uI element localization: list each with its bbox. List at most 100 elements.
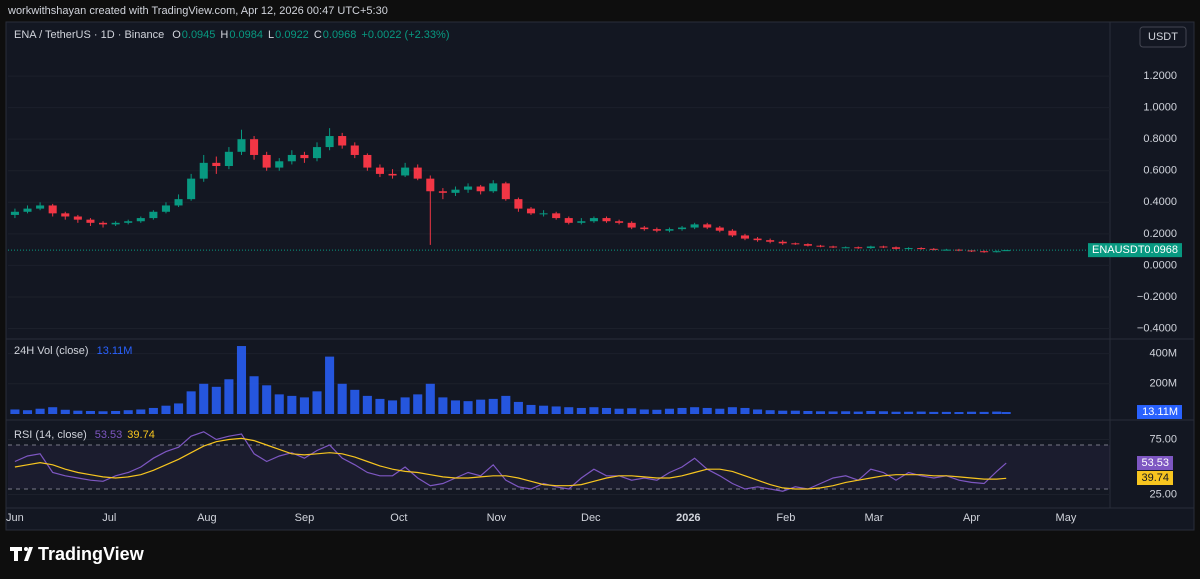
candle-body [464,186,473,190]
candle-body [86,219,95,223]
volume-bar [941,411,951,414]
candle-body [678,227,687,230]
volume-bar [790,410,800,414]
volume-bar [727,407,737,414]
legend-title: ENA / TetherUS · 1D · Binance [14,29,164,41]
volume-bar [992,411,1002,414]
volume-bar [350,389,360,414]
pane: 200M 400M 13.11M [8,346,1182,420]
legend-key: O [172,29,181,41]
candle-body [690,224,699,228]
candle-body [992,251,1001,253]
candle-body [803,244,812,246]
candle-body [526,208,536,214]
volume-bar [878,411,888,414]
candle-body [174,199,183,206]
volume-bar [601,407,612,414]
candle-body [552,213,561,219]
volume-bar [916,411,926,414]
legend-title: RSI (14, close) [14,429,87,441]
volume-bar [853,411,863,414]
volume-badge [1137,405,1182,420]
candle-body [237,139,246,152]
volume-bar [236,346,247,414]
x-tick-label: Jun [6,512,24,524]
x-tick-label: Aug [197,512,217,524]
x-tick-label: Jul [102,512,116,524]
volume-bar [677,407,687,414]
volume-bar [841,411,851,414]
volume-bar [526,404,536,414]
y-tick-label: 0.4000 [1143,196,1177,208]
candle-body [1002,250,1011,252]
legend-high: 0.0984 [229,29,263,41]
volume-bar [690,407,700,414]
candle-body [451,189,460,193]
volume-bar [337,383,347,414]
rsi-line [14,437,1007,490]
candle-body [602,218,611,222]
candle-body [879,246,888,248]
candle-body [866,246,875,249]
symbol-label: ENAUSDT [1092,244,1145,256]
volume-bar [778,410,788,414]
candle-body [136,218,145,222]
rsi-badge [1137,456,1173,470]
candle-body [388,173,397,176]
volume-bar [501,395,511,414]
volume-bar [450,400,461,414]
candle-body [111,222,120,225]
candle-body [224,151,233,167]
volume-bar [287,395,297,414]
volume-bar [249,376,259,414]
candle-body [413,167,422,179]
volume-bar [476,399,486,414]
candle-body [438,191,447,193]
candle-body [652,229,661,231]
candle-body [287,154,296,162]
volume-bar [10,409,20,414]
volume-bar [904,411,914,414]
volume-bar [161,405,171,414]
volume-bar [299,397,309,414]
legend-key: C [314,29,322,41]
y-tick-label: 75.00 [1149,433,1177,445]
x-tick-label: Mar [865,512,884,524]
volume-bar [614,408,624,414]
legend-change: +0.0022 (+2.33%) [361,29,449,41]
volume-bar [664,408,674,414]
volume-bar [148,407,158,414]
candle-body [753,238,762,241]
volume-bar [815,411,826,414]
rsi-badge-label: 39.74 [1141,472,1169,484]
x-tick-label: Dec [581,512,601,524]
y-tick-label: 200M [1149,378,1177,390]
rsi-band-fill [8,445,1110,489]
legend-value: 53.53 [95,429,123,441]
candle-body [363,154,372,168]
volume-bar [136,409,146,414]
volume-bar [627,408,637,414]
currency-button[interactable] [1139,26,1187,48]
candle-body [564,218,573,223]
candle-body [48,205,57,214]
volume-bar [740,407,750,414]
candle-body [476,186,485,192]
x-tick-label: Nov [487,512,507,524]
candle-body [778,241,787,244]
volume-bar [22,410,33,414]
volume-bar [891,411,901,414]
candle-body [501,183,510,200]
candle-body [954,249,963,251]
volume-bar [85,410,95,414]
candle-body [61,213,70,217]
volume-bar [954,412,964,414]
volume-bar [388,400,398,414]
volume-bar [589,407,599,414]
candle-body [514,199,523,209]
volume-bar [979,411,989,414]
currency-label[interactable]: USDT [1148,31,1178,43]
candle-body [161,205,170,212]
y-tick-label: 0.0000 [1143,259,1177,271]
volume-bar [60,409,70,414]
